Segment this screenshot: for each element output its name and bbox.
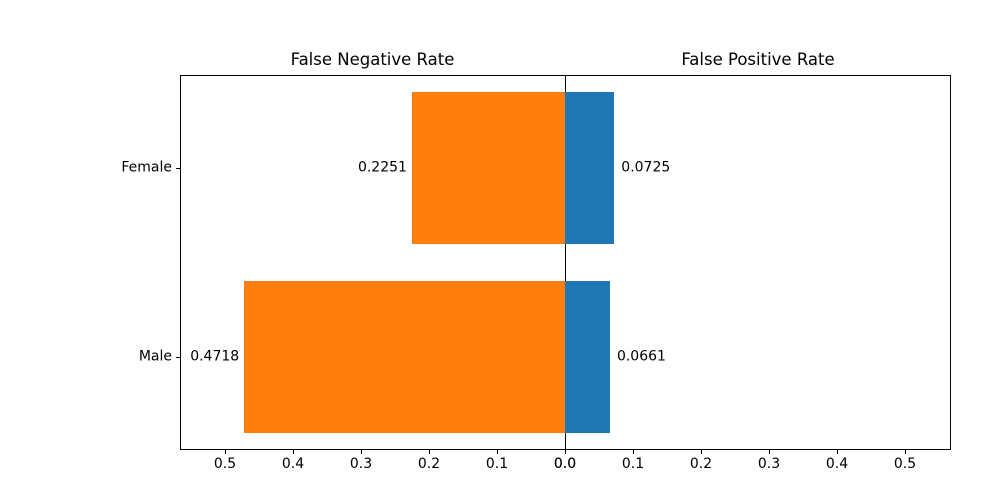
bar-right-male xyxy=(565,281,610,433)
x-tick-label: 0.1 xyxy=(485,456,509,472)
x-tick-label: 0.2 xyxy=(689,456,713,472)
x-tick-label: 0.4 xyxy=(281,456,305,472)
x-tick-label: 0.0 xyxy=(553,456,577,472)
x-tick-mark xyxy=(565,450,566,454)
right-subplot-title: False Positive Rate xyxy=(681,50,835,69)
x-tick-mark xyxy=(633,450,634,454)
x-tick-label: 0.5 xyxy=(893,456,917,472)
y-tick-label-female: Female xyxy=(121,159,172,176)
x-tick-label: 0.3 xyxy=(349,456,373,472)
x-tick-mark xyxy=(361,450,362,454)
x-tick-mark xyxy=(701,450,702,454)
bar-value-label: 0.0725 xyxy=(621,159,671,176)
bar-value-label: 0.0661 xyxy=(616,348,666,365)
bar-left-female xyxy=(411,92,565,244)
x-tick-label: 0.2 xyxy=(417,456,441,472)
x-tick-mark xyxy=(837,450,838,454)
zero-axis-line xyxy=(565,75,566,450)
x-tick-mark xyxy=(905,450,906,454)
bar-value-label: 0.4718 xyxy=(190,348,240,365)
x-tick-mark xyxy=(429,450,430,454)
left-subplot-title: False Negative Rate xyxy=(290,50,455,69)
x-tick-label: 0.1 xyxy=(621,456,645,472)
x-tick-mark xyxy=(769,450,770,454)
x-tick-mark xyxy=(497,450,498,454)
y-tick-mark xyxy=(176,167,180,169)
y-tick-label-male: Male xyxy=(138,348,172,365)
bar-value-label: 0.2251 xyxy=(357,159,407,176)
x-tick-label: 0.5 xyxy=(213,456,237,472)
x-tick-mark xyxy=(225,450,226,454)
x-tick-mark xyxy=(293,450,294,454)
bar-left-male xyxy=(244,281,565,433)
x-tick-label: 0.0 xyxy=(553,456,577,472)
y-tick-mark xyxy=(176,357,180,359)
x-tick-label: 0.3 xyxy=(757,456,781,472)
x-tick-label: 0.4 xyxy=(825,456,849,472)
bar-right-female xyxy=(565,92,615,244)
